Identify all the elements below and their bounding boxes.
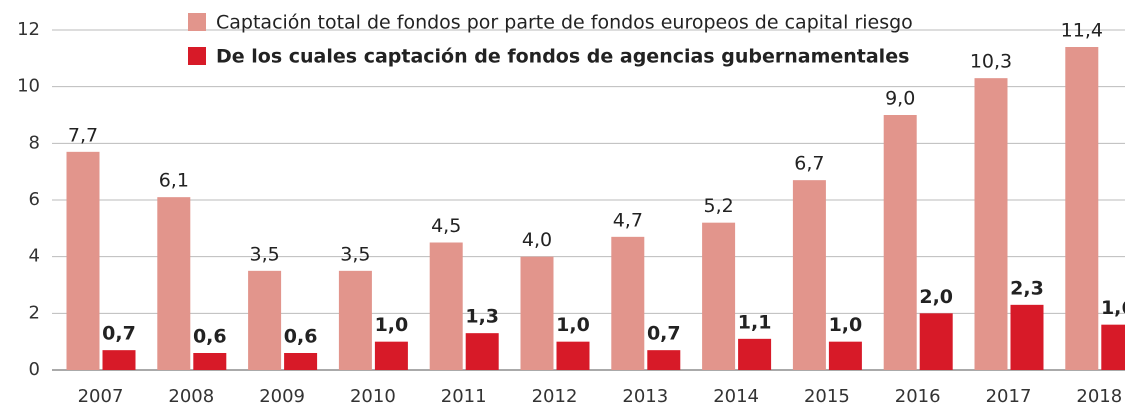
legend-swatch: [188, 47, 206, 65]
value-label: 9,0: [885, 88, 915, 110]
y-tick-label: 8: [29, 132, 40, 153]
value-label: 4,7: [613, 209, 643, 231]
x-tick-label: 2007: [78, 386, 124, 407]
bar: [248, 270, 282, 370]
x-tick-label: 2013: [622, 386, 668, 407]
bar: [374, 341, 408, 370]
bar: [792, 180, 826, 370]
bar: [919, 313, 953, 370]
legend-swatch: [188, 13, 206, 31]
bar: [66, 151, 100, 370]
bar: [828, 341, 862, 370]
value-label: 3,5: [249, 243, 279, 265]
y-tick-label: 6: [29, 189, 40, 210]
y-tick-label: 0: [29, 359, 40, 380]
bar: [883, 115, 917, 370]
y-tick-label: 4: [29, 246, 40, 267]
bar: [193, 353, 227, 370]
bar: [702, 222, 736, 370]
x-tick-label: 2009: [259, 386, 305, 407]
bar: [157, 197, 191, 370]
value-label: 7,7: [68, 124, 98, 146]
value-label: 6,7: [794, 153, 824, 175]
bar: [465, 333, 499, 370]
bar: [974, 78, 1008, 371]
value-label: 4,5: [431, 215, 461, 237]
value-label: 0,6: [284, 326, 318, 348]
bar: [338, 270, 372, 370]
value-label: 1,1: [738, 311, 772, 333]
x-tick-label: 2016: [895, 386, 941, 407]
bar: [1101, 324, 1125, 370]
x-tick-label: 2015: [804, 386, 850, 407]
value-label: 2,0: [919, 286, 953, 308]
x-tick-label: 2008: [168, 386, 214, 407]
bar: [1010, 304, 1044, 370]
x-tick-label: 2010: [350, 386, 396, 407]
value-label: 2,3: [1010, 277, 1044, 299]
x-tick-label: 2014: [713, 386, 759, 407]
value-label: 6,1: [159, 170, 189, 192]
x-tick-label: 2012: [532, 386, 578, 407]
value-label: 5,2: [703, 195, 733, 217]
value-label: 1,0: [556, 314, 590, 336]
y-tick-label: 12: [17, 19, 40, 40]
value-label: 11,4: [1061, 20, 1103, 42]
x-tick-label: 2011: [441, 386, 487, 407]
bar: [738, 338, 772, 370]
value-label: 1,0: [829, 314, 863, 336]
value-label: 1,0: [375, 314, 409, 336]
x-tick-label: 2018: [1076, 386, 1122, 407]
value-label: 3,5: [340, 243, 370, 265]
legend-label: Captación total de fondos por parte de f…: [216, 12, 913, 34]
bar: [611, 236, 645, 370]
bar: [429, 242, 463, 370]
y-tick-label: 10: [17, 76, 40, 97]
y-tick-label: 2: [29, 302, 40, 323]
bar: [284, 353, 318, 370]
value-label: 0,6: [193, 326, 227, 348]
bar: [1065, 47, 1099, 370]
value-label: 4,0: [522, 229, 552, 251]
value-label: 1,6: [1101, 297, 1125, 319]
legend-label: De los cuales captación de fondos de age…: [216, 46, 909, 68]
value-label: 0,7: [647, 323, 681, 345]
x-tick-label: 2017: [986, 386, 1032, 407]
bar: [520, 256, 554, 370]
bar: [556, 341, 590, 370]
value-label: 0,7: [102, 323, 136, 345]
value-label: 10,3: [970, 51, 1012, 73]
bar: [647, 350, 681, 370]
bar: [102, 350, 136, 370]
value-label: 1,3: [465, 306, 499, 328]
